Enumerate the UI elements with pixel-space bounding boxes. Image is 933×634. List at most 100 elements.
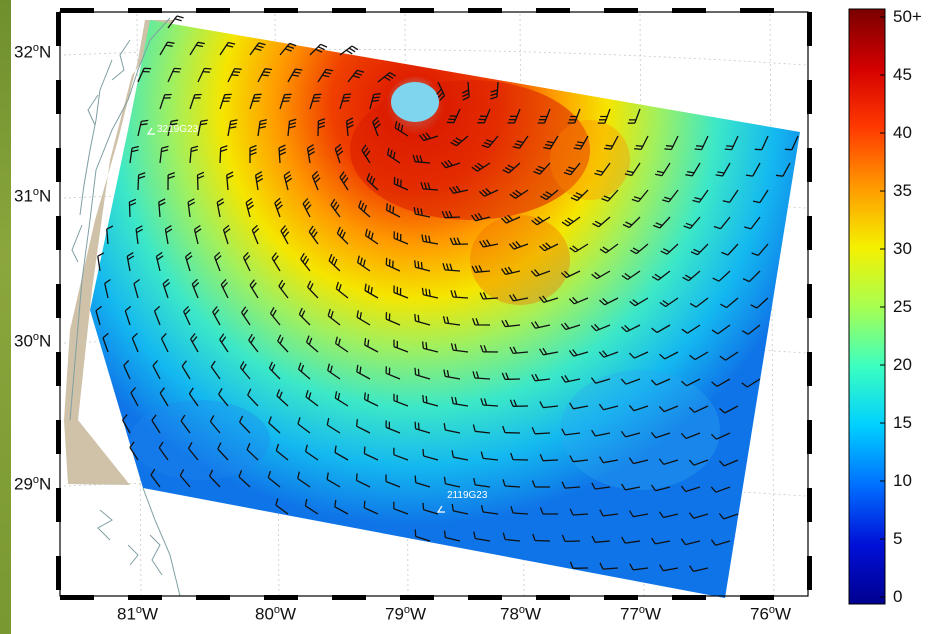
wind-barb (507, 108, 521, 124)
wind-barb (539, 347, 559, 356)
wind-barb (450, 343, 469, 353)
wind-barb (451, 450, 469, 461)
wind-barb (721, 243, 739, 256)
wind-barb (502, 532, 521, 542)
wind-barb (328, 253, 341, 272)
wind-barb (283, 170, 293, 191)
wind-barb (197, 119, 208, 137)
wind-barb (317, 118, 326, 137)
wind-barb (158, 198, 166, 218)
wind-barb (358, 200, 371, 218)
colorbar (848, 8, 886, 605)
wind-barb (599, 243, 619, 254)
wind-barb (197, 67, 212, 83)
wind-barb (420, 182, 439, 191)
frame-segment (128, 595, 162, 600)
wind-barb (275, 498, 289, 515)
wind-barb (682, 270, 701, 282)
wind-barb (568, 349, 589, 357)
frame-segment (807, 556, 812, 590)
wind-barb (326, 472, 341, 488)
wind-barb (356, 364, 371, 380)
wind-barb (393, 501, 409, 515)
wind-barb (502, 479, 521, 488)
wind-barb (181, 360, 191, 380)
wind-barb (385, 203, 401, 218)
wind-barb (713, 216, 731, 230)
wind-barb (628, 404, 649, 412)
wind-barb (480, 398, 499, 407)
wind-barb (307, 280, 319, 299)
wind-barb (249, 42, 266, 56)
wind-barb (744, 216, 761, 230)
wind-barb (336, 226, 349, 245)
frame-segment (56, 352, 61, 386)
wind-barb (277, 334, 289, 353)
wind-barb (422, 395, 439, 407)
wind-barb (135, 225, 144, 245)
wind-barb (620, 430, 641, 438)
wind-barb (532, 533, 551, 542)
wind-barb (719, 405, 739, 414)
wind-barb (443, 369, 461, 380)
wind-barb (509, 189, 529, 199)
wind-barb (710, 486, 731, 493)
wind-barb (530, 321, 551, 329)
wind-barb (219, 333, 229, 353)
wind-barb (267, 470, 281, 488)
wind-barb (339, 171, 349, 191)
wind-barb (621, 483, 641, 491)
wind-barb (227, 67, 242, 83)
wind-barb (128, 198, 137, 218)
wind-barb (279, 93, 292, 110)
wind-barb (246, 442, 259, 461)
wind-barb (722, 189, 739, 204)
wind-barb (531, 480, 550, 488)
wind-barb (501, 372, 521, 381)
frame-segment (60, 8, 94, 13)
wind-barb (591, 270, 611, 280)
wind-barb (651, 324, 671, 334)
wind-barb (480, 451, 499, 461)
station-label-2119g23: 2119G23 (447, 490, 488, 501)
wind-barb (711, 378, 731, 387)
frame-segment (807, 352, 812, 386)
wind-barb (393, 447, 409, 461)
wind-barb (366, 173, 379, 191)
wind-barb (630, 243, 649, 255)
wind-barb (279, 42, 297, 56)
wind-barb (634, 135, 649, 151)
wind-barb (327, 363, 341, 380)
wind-barb (247, 388, 259, 407)
frame-segment (56, 148, 61, 182)
colorbar-label-35: 35 (893, 181, 912, 200)
wind-barb (650, 431, 671, 439)
wind-barb (276, 389, 289, 407)
wind-barb (133, 278, 140, 299)
wind-barb (567, 108, 581, 124)
frame-segment (128, 8, 162, 13)
wind-barb (509, 346, 529, 355)
station-2119G23-barb (436, 505, 445, 513)
wind-barb (539, 242, 559, 252)
wind-barb (287, 68, 303, 83)
land-area (64, 20, 175, 485)
wind-barb (356, 255, 371, 272)
wind-barb (158, 441, 169, 461)
wind-barb (167, 15, 184, 29)
wind-barb (509, 293, 529, 302)
wind-barb (422, 502, 439, 515)
wind-barb (631, 189, 649, 203)
wind-barb (180, 414, 191, 434)
wind-barb (449, 237, 469, 246)
wind-barb (745, 162, 761, 177)
wind-barb (190, 333, 199, 353)
wind-barb (184, 251, 193, 272)
wind-barb (257, 119, 268, 137)
wind-barb (421, 287, 439, 299)
wind-barb (152, 360, 161, 380)
wind-barb (129, 441, 139, 461)
wind-barb (650, 484, 671, 492)
wind-barb (193, 224, 202, 245)
wind-barb (629, 563, 649, 571)
